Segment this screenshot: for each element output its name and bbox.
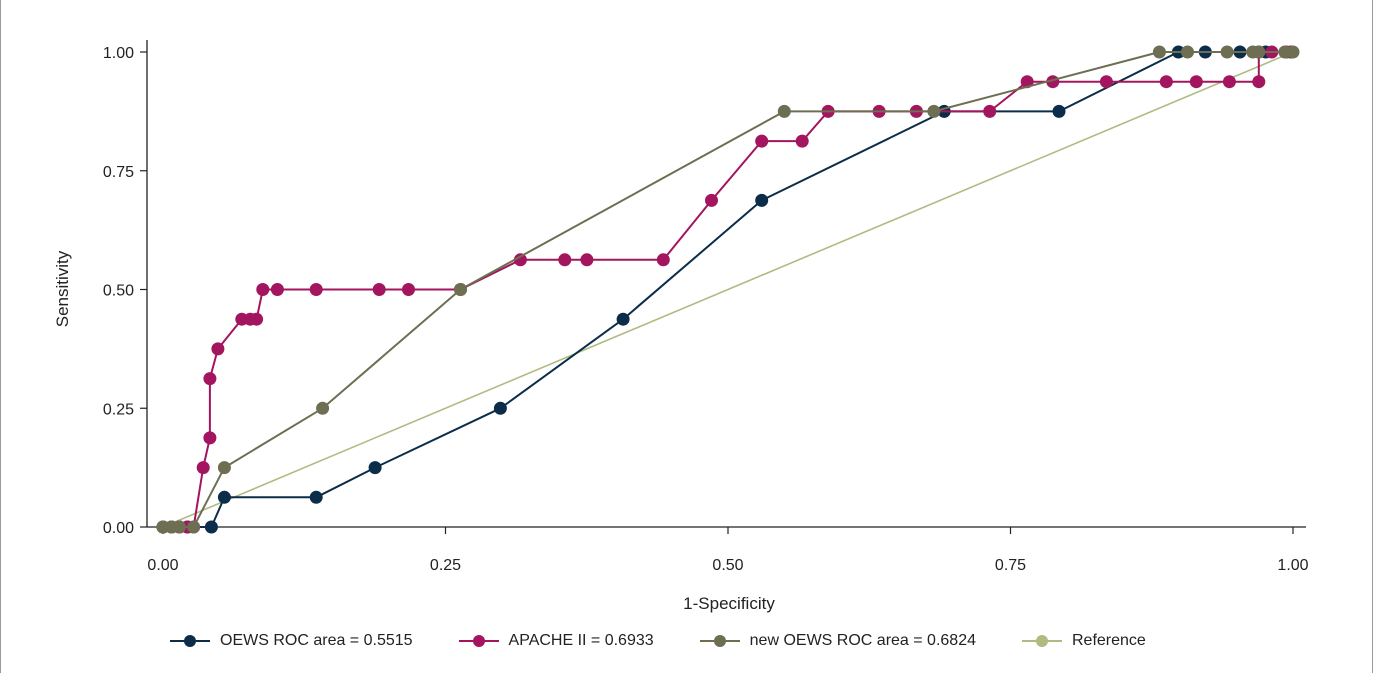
data-point (983, 104, 997, 118)
data-point (217, 490, 231, 504)
data-point (1189, 75, 1203, 89)
y-axis-title: Sensitivity (53, 250, 72, 327)
axes: 0.00 0.25 0.50 0.75 1.00 0.00 0.25 0.50 0.75 1.00 (103, 40, 1309, 574)
data-point (493, 401, 507, 415)
data-point (795, 134, 809, 148)
x-axis-title: 1-Specificity (683, 594, 775, 613)
x-tick-label: 0.00 (147, 557, 178, 574)
data-point (211, 342, 225, 356)
data-point (368, 461, 382, 475)
data-point (203, 431, 217, 445)
data-point (402, 283, 415, 296)
data-point (1286, 45, 1300, 59)
data-point (755, 193, 769, 207)
data-point (270, 283, 284, 296)
data-point (256, 283, 270, 296)
legend-item: Reference (1021, 631, 1146, 651)
series-2 (156, 45, 1300, 534)
x-tick-label: 1.00 (1277, 557, 1308, 574)
data-point (454, 283, 467, 296)
data-point (1152, 45, 1166, 59)
y-tick-label: 1.00 (103, 45, 134, 62)
series-layer (156, 45, 1300, 534)
data-point (217, 461, 231, 475)
y-tick-label: 0.75 (103, 164, 134, 181)
data-point (309, 490, 323, 504)
legend-swatch-icon (699, 631, 740, 651)
data-point (656, 253, 670, 267)
data-point (204, 520, 218, 534)
data-point (1252, 45, 1266, 59)
data-point (316, 401, 330, 415)
data-point (616, 312, 630, 326)
data-point (705, 193, 718, 207)
x-tick-label: 0.50 (712, 557, 743, 574)
data-point (250, 312, 264, 326)
data-point (1220, 45, 1234, 59)
data-point (1099, 75, 1113, 89)
data-point (1052, 104, 1066, 118)
y-tick-label: 0.25 (103, 401, 134, 418)
x-tick-label: 0.25 (430, 557, 461, 574)
legend-label: OEWS ROC area = 0.5515 (220, 632, 413, 649)
legend-label: APACHE II = 0.6933 (508, 632, 654, 649)
data-point (513, 253, 527, 267)
legend-item: OEWS ROC area = 0.5515 (170, 631, 413, 651)
data-point (1181, 45, 1194, 59)
legend: OEWS ROC area = 0.5515 APACHE II = 0.6933… (170, 628, 1192, 654)
data-point (172, 520, 186, 534)
data-point (309, 283, 323, 296)
legend-item: new OEWS ROC area = 0.6824 (699, 631, 976, 651)
data-point (1252, 75, 1266, 89)
series-3 (162, 51, 1294, 528)
roc-chart: 0.00 0.25 0.50 0.75 1.00 0.00 0.25 0.50 0.75 1.00… (53, 40, 1309, 613)
legend-swatch-icon (170, 631, 210, 651)
legend-swatch-icon (1021, 631, 1062, 651)
data-point (777, 104, 791, 118)
data-point (372, 283, 386, 296)
legend-label: Reference (1071, 632, 1146, 649)
data-point (558, 253, 572, 267)
data-point (1222, 75, 1236, 89)
series-line (162, 51, 1294, 528)
legend-swatch-icon (458, 631, 499, 651)
series-1 (156, 45, 1294, 534)
x-tick-label: 0.75 (995, 557, 1026, 574)
legend-item: APACHE II = 0.6933 (458, 631, 654, 651)
data-point (187, 520, 201, 534)
data-point (203, 372, 217, 386)
legend-label: new OEWS ROC area = 0.6824 (749, 632, 976, 649)
data-point (580, 253, 594, 267)
data-point (927, 104, 941, 118)
data-point (196, 461, 210, 475)
y-tick-label: 0.00 (103, 520, 134, 537)
data-point (1159, 75, 1173, 89)
data-point (755, 134, 769, 148)
y-tick-label: 0.50 (103, 283, 134, 300)
